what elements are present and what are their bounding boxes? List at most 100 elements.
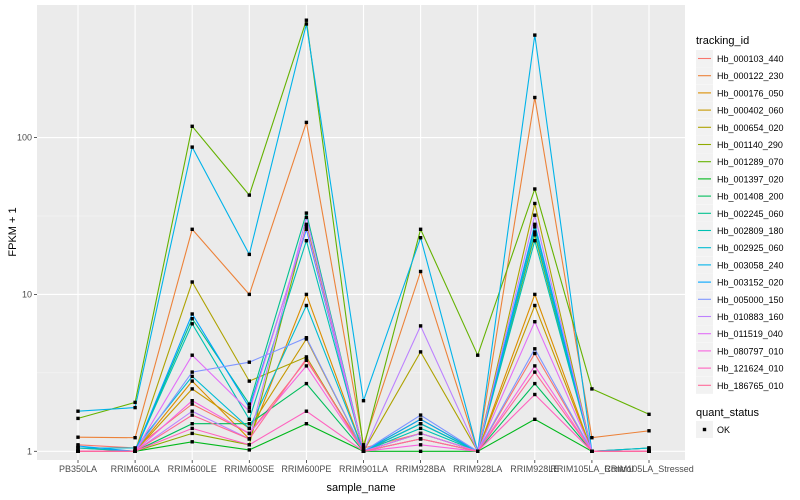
data-point	[533, 351, 537, 356]
data-point	[304, 336, 309, 340]
data-point	[304, 215, 309, 220]
legend-title: tracking_id	[696, 35, 749, 47]
data-point	[304, 22, 309, 26]
shape-legend-marker	[702, 427, 707, 432]
legend-item: Hb_001289_070	[696, 153, 784, 171]
data-point	[247, 448, 251, 452]
data-point	[304, 303, 309, 308]
legend-label: Hb_186765_010	[717, 381, 784, 391]
data-point	[247, 292, 251, 297]
data-point	[476, 449, 480, 453]
data-point	[76, 444, 80, 448]
minor-gridlines	[37, 215, 685, 374]
data-point	[133, 400, 137, 405]
data-point	[533, 320, 537, 324]
data-point	[647, 429, 651, 433]
x-tick-label: RRIM901LA	[339, 464, 388, 474]
data-point	[190, 426, 194, 431]
x-axis-title: sample_name	[326, 482, 395, 494]
legend-item: Hb_000402_060	[696, 101, 784, 119]
data-point	[304, 18, 309, 22]
data-point	[533, 222, 537, 226]
shape-legend: quant_status OK	[696, 407, 759, 438]
legend-label: Hb_001289_070	[717, 157, 784, 167]
data-point	[304, 227, 309, 231]
data-point	[190, 413, 194, 417]
data-point	[190, 431, 194, 436]
legend-label: Hb_000654_020	[717, 123, 784, 133]
data-point	[533, 239, 537, 243]
legend-label: Hb_011519_040	[717, 329, 783, 339]
data-point	[304, 292, 309, 297]
y-tick-label: 10	[22, 289, 32, 299]
data-point	[533, 364, 537, 368]
data-point	[133, 449, 137, 453]
data-point	[533, 201, 537, 206]
legend-item: Hb_000103_440	[696, 50, 784, 67]
data-point	[190, 227, 194, 231]
legend-label: Hb_000402_060	[717, 106, 784, 116]
data-point	[247, 379, 251, 383]
data-point	[133, 436, 137, 440]
data-point	[418, 426, 423, 431]
data-point	[361, 443, 366, 447]
legend-label: Hb_003058_240	[717, 260, 784, 270]
data-point	[133, 446, 137, 450]
data-point	[418, 227, 423, 231]
data-point	[533, 187, 537, 191]
x-tick-label: RRIM600LE	[168, 464, 217, 474]
data-point	[418, 443, 423, 447]
legend-item: Hb_000122_230	[696, 67, 784, 85]
x-tick-label: RRIM928LA	[453, 464, 502, 474]
data-point	[590, 449, 594, 453]
data-point	[533, 95, 537, 100]
data-point	[647, 446, 651, 450]
y-axis-title: FPKM + 1	[7, 207, 19, 256]
data-point	[304, 225, 309, 229]
legend-item: Hb_005000_150	[696, 290, 784, 308]
data-point	[533, 213, 537, 217]
data-point	[304, 211, 309, 215]
x-tick-label: PB350LA	[59, 464, 97, 474]
data-point	[247, 422, 251, 426]
data-point	[418, 350, 423, 354]
legend-item: Hb_003058_240	[696, 256, 784, 274]
data-point	[304, 222, 309, 226]
legend-label: Hb_003152_020	[717, 278, 784, 288]
data-point	[247, 402, 251, 406]
data-point	[647, 412, 651, 416]
legend-label: Hb_001408_200	[717, 192, 784, 202]
data-point	[133, 405, 137, 410]
data-point	[304, 239, 309, 243]
legend-label: Hb_002925_060	[717, 243, 784, 253]
y-tick-label: 1	[27, 446, 32, 456]
legend-label: Hb_000103_440	[717, 54, 784, 64]
data-point	[247, 252, 251, 257]
x-tick-label: RRIM928BA	[396, 464, 446, 474]
data-point	[190, 317, 194, 321]
data-point	[190, 409, 194, 413]
data-point	[418, 236, 423, 240]
data-point	[304, 364, 309, 368]
data-point	[76, 449, 80, 453]
legend-label: Hb_005000_150	[717, 295, 784, 305]
data-point	[247, 409, 251, 413]
legend-item: Hb_186765_010	[696, 376, 784, 394]
data-point	[190, 145, 194, 149]
data-point	[533, 347, 537, 351]
legend-item: Hb_002809_180	[696, 222, 784, 239]
legend-item: Hb_010883_160	[696, 308, 784, 325]
legend-label: Hb_001140_290	[717, 140, 783, 150]
data-point	[418, 449, 423, 453]
data-point	[190, 353, 194, 357]
data-point	[190, 422, 194, 426]
data-point	[418, 417, 423, 421]
data-point	[76, 435, 80, 439]
data-point	[304, 381, 309, 386]
x-axis: PB350LA RRIM600LA RRIM600LE RRIM600SE RRIM60…	[59, 460, 694, 474]
data-point	[190, 280, 194, 284]
data-point	[190, 379, 194, 383]
x-tick-label: RRIM928LE	[510, 464, 559, 474]
y-axis: 1 10 100	[17, 133, 37, 456]
